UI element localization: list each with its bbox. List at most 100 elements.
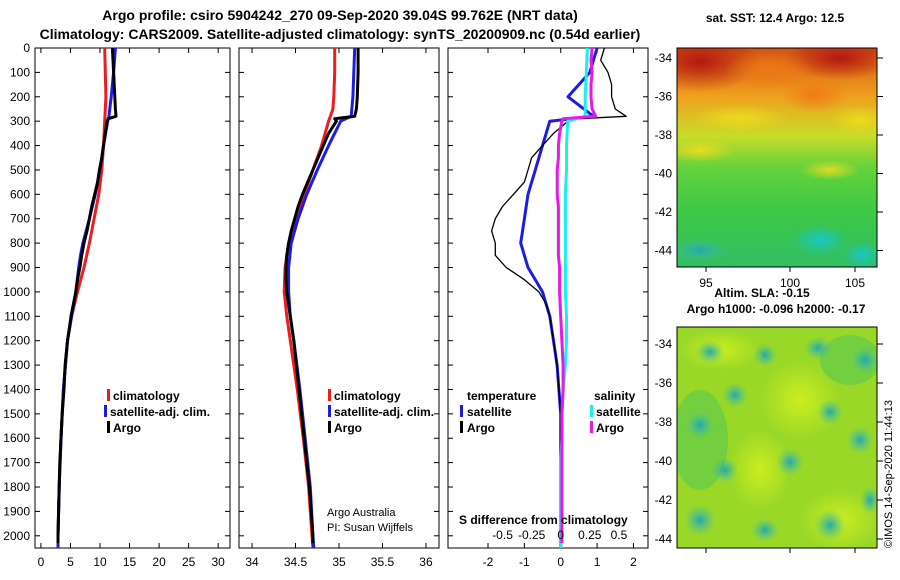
lat-tick-label: -34 [655,51,673,65]
x-tick-label: 0 [557,555,564,569]
depth-tick-label: 800 [10,236,30,250]
series-line-argo [56,47,118,544]
depth-tick-label: 200 [10,90,30,104]
temperature-panel-frame [34,47,231,549]
x-tick-label: 5 [67,555,74,569]
depth-tick-label: 500 [10,163,30,177]
salinity-tick-label: 0.5 [611,528,628,542]
depth-axis: 0 100 200 300 400 500 600 700 800 900 1000 1100 1200… [3,41,30,543]
legend-sal-argo-swatch [590,421,593,433]
legend-argo-label: Argo [113,421,141,435]
legend-argo-label: Argo [334,421,362,435]
plot-title-line2: Climatology: CARS2009. Satellite-adjuste… [40,26,641,42]
difference-panel-frame [447,47,649,549]
x-tick-label: 35 [332,555,346,569]
lon-tick-label: 105 [845,276,865,290]
lat-tick-label: -34 [655,337,673,351]
x-tick-label: 36 [419,555,433,569]
imos-credit: ©IMOS 14-Sep-2020 11:44:13 [883,400,895,548]
x-tick-label: 10 [93,555,107,569]
x-tick-label: 1 [594,555,601,569]
annotation-pi-name: PI: Susan Wijffels [327,522,413,534]
lat-tick-label: -36 [655,376,673,390]
lat-tick-label: -38 [655,415,673,429]
depth-tick-label: 700 [10,212,30,226]
sla-map-title: Altim. SLA: -0.15 [714,286,810,300]
x-tick-label: -2 [483,555,494,569]
sst-map-lon-axis: 95 100 105 [699,267,865,290]
legend-satellite-label: satellite-adj. clim. [110,405,210,419]
series-line-argo [284,48,360,544]
lat-tick-label: -38 [655,128,673,142]
sla-map-frame [676,326,878,549]
sla-map-lon-ticks [705,548,856,553]
salinity-difference-ticks: -0.5 -0.25 0 0.25 0.5 [492,528,627,542]
x-tick-label: 34.5 [284,555,308,569]
legend-satellite-swatch [328,405,331,417]
salinity-profile-chart: 34 34.5 35 35.5 36 [239,47,439,569]
difference-legend: temperature salinity satellite Argo sate… [459,389,641,542]
depth-tick-label: 100 [10,65,30,79]
sst-map [677,48,877,267]
depth-tick-label: 300 [10,114,30,128]
legend-climatology-swatch [328,389,331,401]
x-tick-label: 0 [38,555,45,569]
series-line-climatology [56,47,108,548]
sst-map-lat-axis: -34 -36 -38 -40 -42 -44 [655,51,883,258]
legend-sal-satellite-label: satellite [596,405,641,419]
temperature-profile-chart: 0 5 10 15 20 25 30 [35,47,230,569]
lon-tick-label: 95 [699,276,713,290]
difference-profile-chart: -2 -1 0 1 2 [448,47,648,569]
depth-tick-label: 400 [10,139,30,153]
series-line-satellite [287,47,357,549]
legend-satellite-swatch [104,405,107,417]
x-tick-label: 2 [630,555,637,569]
sst-map-title: sat. SST: 12.4 Argo: 12.5 [706,11,845,25]
lat-tick-label: -44 [655,244,673,258]
x-tick-label: 30 [212,555,226,569]
lat-tick-label: -42 [655,493,673,507]
lat-tick-label: -36 [655,90,673,104]
legend-temp-argo-label: Argo [467,421,495,435]
legend-temperature-heading: temperature [467,389,537,403]
legend-temp-argo-swatch [460,421,463,433]
legend-argo-swatch [107,421,110,433]
difference-xlabel: S difference from climatology [459,513,628,527]
lat-tick-label: -44 [655,532,673,546]
depth-tick-label: 600 [10,187,30,201]
x-tick-label: 25 [182,555,196,569]
series-line-salinity-satellite [559,47,589,548]
legend-climatology-label: climatology [113,389,180,403]
sla-map-lat-axis: -34 -36 -38 -40 -42 -44 [655,337,883,546]
depth-tick-label: 1500 [3,407,30,421]
depth-tick-label: 1000 [3,285,30,299]
lat-tick-label: -40 [655,454,673,468]
salinity-tick-label: -0.25 [518,528,546,542]
salinity-tick-label: 0 [557,528,564,542]
sla-map-subtitle: Argo h1000: -0.096 h2000: -0.17 [687,302,866,316]
x-tick-label: 34 [245,555,259,569]
salinity-tick-label: 0.25 [578,528,602,542]
depth-tick-label: 1100 [4,309,30,323]
depth-tick-label: 2000 [3,529,30,543]
depth-tick-label: 900 [10,261,30,275]
salinity-tick-label: -0.5 [492,528,513,542]
salinity-legend: climatology satellite-adj. clim. Argo Ar… [327,389,434,534]
temperature-legend: climatology satellite-adj. clim. Argo [104,389,210,435]
legend-salinity-heading: salinity [594,389,636,403]
x-tick-label: 15 [123,555,137,569]
x-tick-label: 35.5 [371,555,395,569]
depth-tick-label: 1200 [3,334,30,348]
series-line-salinity-argo [555,47,598,544]
legend-sal-satellite-swatch [590,405,593,417]
legend-sal-argo-label: Argo [596,421,624,435]
lon-tick-label: 100 [780,276,800,290]
legend-argo-swatch [328,421,331,433]
sla-map [677,327,877,548]
plot-title-line1: Argo profile: csiro 5904242_270 09-Sep-2… [102,7,577,23]
legend-temp-satellite-swatch [460,405,463,417]
annotation-argo-australia: Argo Australia [327,507,396,519]
depth-tick-label: 1400 [3,382,30,396]
depth-tick-label: 0 [23,41,30,55]
